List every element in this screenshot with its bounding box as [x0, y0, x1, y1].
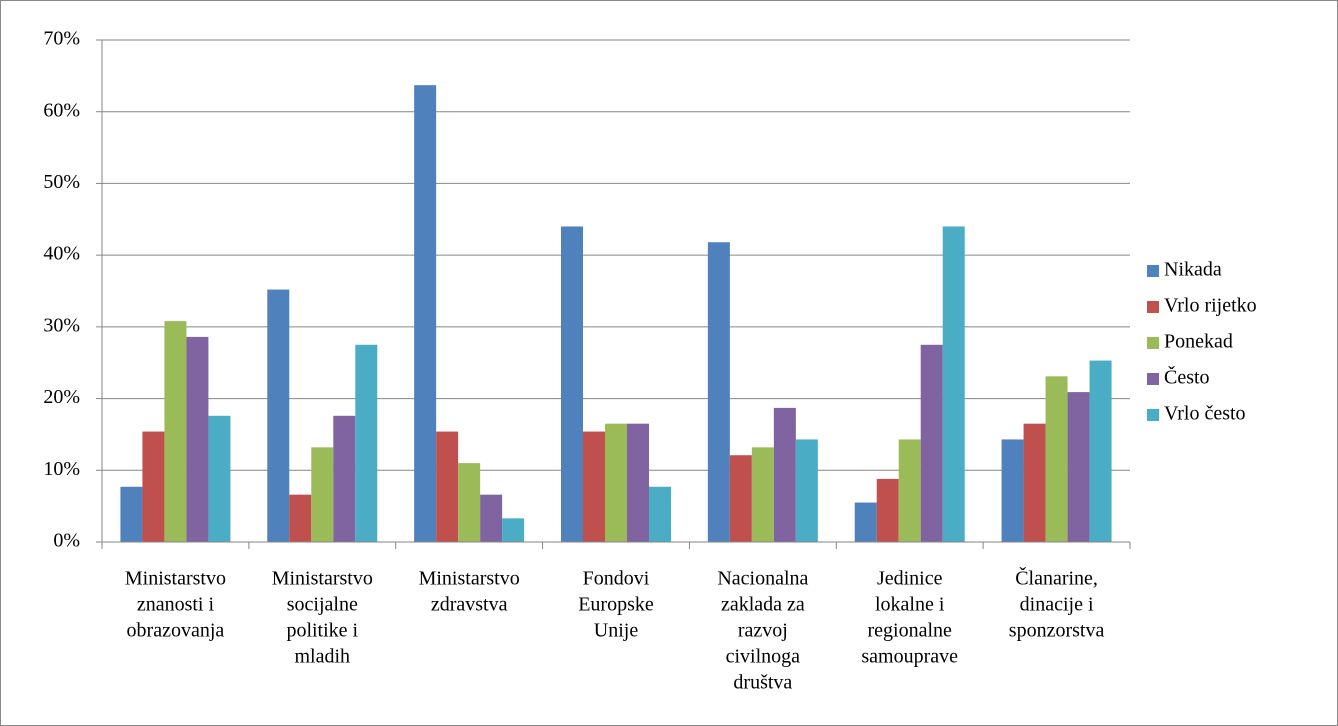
x-tick-label: politike i — [286, 620, 358, 642]
x-tick-label: Unije — [594, 620, 639, 642]
y-tick-label: 20% — [43, 386, 80, 408]
x-tick-label: društva — [733, 672, 792, 694]
bar — [186, 336, 209, 542]
bar — [355, 344, 378, 542]
bar — [649, 486, 671, 542]
x-tick-label: razvoj — [738, 620, 788, 642]
bar — [1001, 439, 1024, 542]
legend-label: Vrlo često — [1164, 403, 1246, 425]
y-tick-label: 0% — [53, 530, 80, 552]
bar — [480, 494, 503, 542]
bar — [876, 478, 899, 542]
x-tick-label: zaklada za — [721, 594, 805, 616]
bar — [561, 226, 583, 542]
x-tick-label: Ministarstvo — [125, 568, 226, 590]
bar — [436, 431, 459, 542]
bar — [627, 423, 649, 542]
x-tick-label: Članarine, — [1015, 566, 1098, 590]
legend-swatch — [1147, 301, 1159, 313]
x-tick-label: Ministarstvo — [419, 568, 520, 590]
bar — [458, 463, 481, 542]
bar — [920, 344, 943, 542]
bar — [1067, 392, 1090, 542]
x-tick-label: sponzorstva — [1009, 620, 1105, 642]
x-tick-label: civilnoga — [726, 646, 801, 668]
bar — [311, 447, 334, 542]
legend-swatch — [1147, 265, 1159, 277]
legend-swatch — [1147, 373, 1159, 385]
legend-swatch — [1147, 337, 1159, 349]
bar — [120, 486, 143, 542]
x-tick-label: mladih — [295, 646, 351, 668]
bar — [773, 407, 796, 542]
x-tick-label: znanosti i — [137, 594, 215, 616]
bar — [502, 518, 525, 542]
bar — [289, 494, 312, 542]
bar — [751, 447, 774, 542]
bar — [1089, 360, 1112, 542]
x-tick-label: dinacije i — [1020, 594, 1094, 616]
bar — [605, 423, 627, 542]
x-tick-label: socijalne — [287, 594, 358, 616]
legend-label: Ponekad — [1164, 331, 1233, 353]
bar — [707, 242, 730, 542]
y-tick-label: 70% — [43, 28, 80, 50]
bar — [164, 321, 187, 542]
x-tick-label: Fondovi — [583, 568, 650, 590]
x-tick-label: Nacionalna — [717, 568, 808, 590]
y-tick-label: 10% — [43, 458, 80, 480]
bar — [583, 431, 605, 542]
x-tick-label: samouprave — [861, 646, 958, 668]
legend-label: Vrlo rijetko — [1164, 295, 1257, 317]
bar — [1045, 376, 1068, 542]
legend-label: Nikada — [1164, 259, 1222, 281]
legend-swatch — [1147, 409, 1159, 421]
x-tick-label: zdravstva — [431, 594, 508, 616]
y-tick-label: 50% — [43, 171, 80, 193]
bar — [208, 415, 231, 542]
x-tick-label: lokalne i — [875, 594, 945, 616]
bar — [333, 415, 356, 542]
bar — [729, 455, 752, 542]
bar — [854, 502, 877, 542]
bar — [414, 85, 437, 543]
x-tick-label: obrazovanja — [127, 620, 225, 642]
legend-label: Često — [1164, 365, 1210, 389]
y-tick-label: 30% — [43, 314, 80, 336]
x-tick-label: Europske — [578, 594, 654, 616]
bar — [142, 431, 165, 542]
bar — [942, 226, 965, 542]
x-tick-label: Ministarstvo — [272, 568, 373, 590]
bar — [795, 439, 818, 542]
y-tick-label: 40% — [43, 243, 80, 265]
x-tick-label: regionalne — [868, 620, 953, 642]
bar — [267, 289, 290, 542]
bar — [1023, 423, 1046, 542]
y-tick-label: 60% — [43, 99, 80, 121]
bar — [898, 439, 921, 542]
x-tick-label: Jedinice — [877, 568, 943, 590]
